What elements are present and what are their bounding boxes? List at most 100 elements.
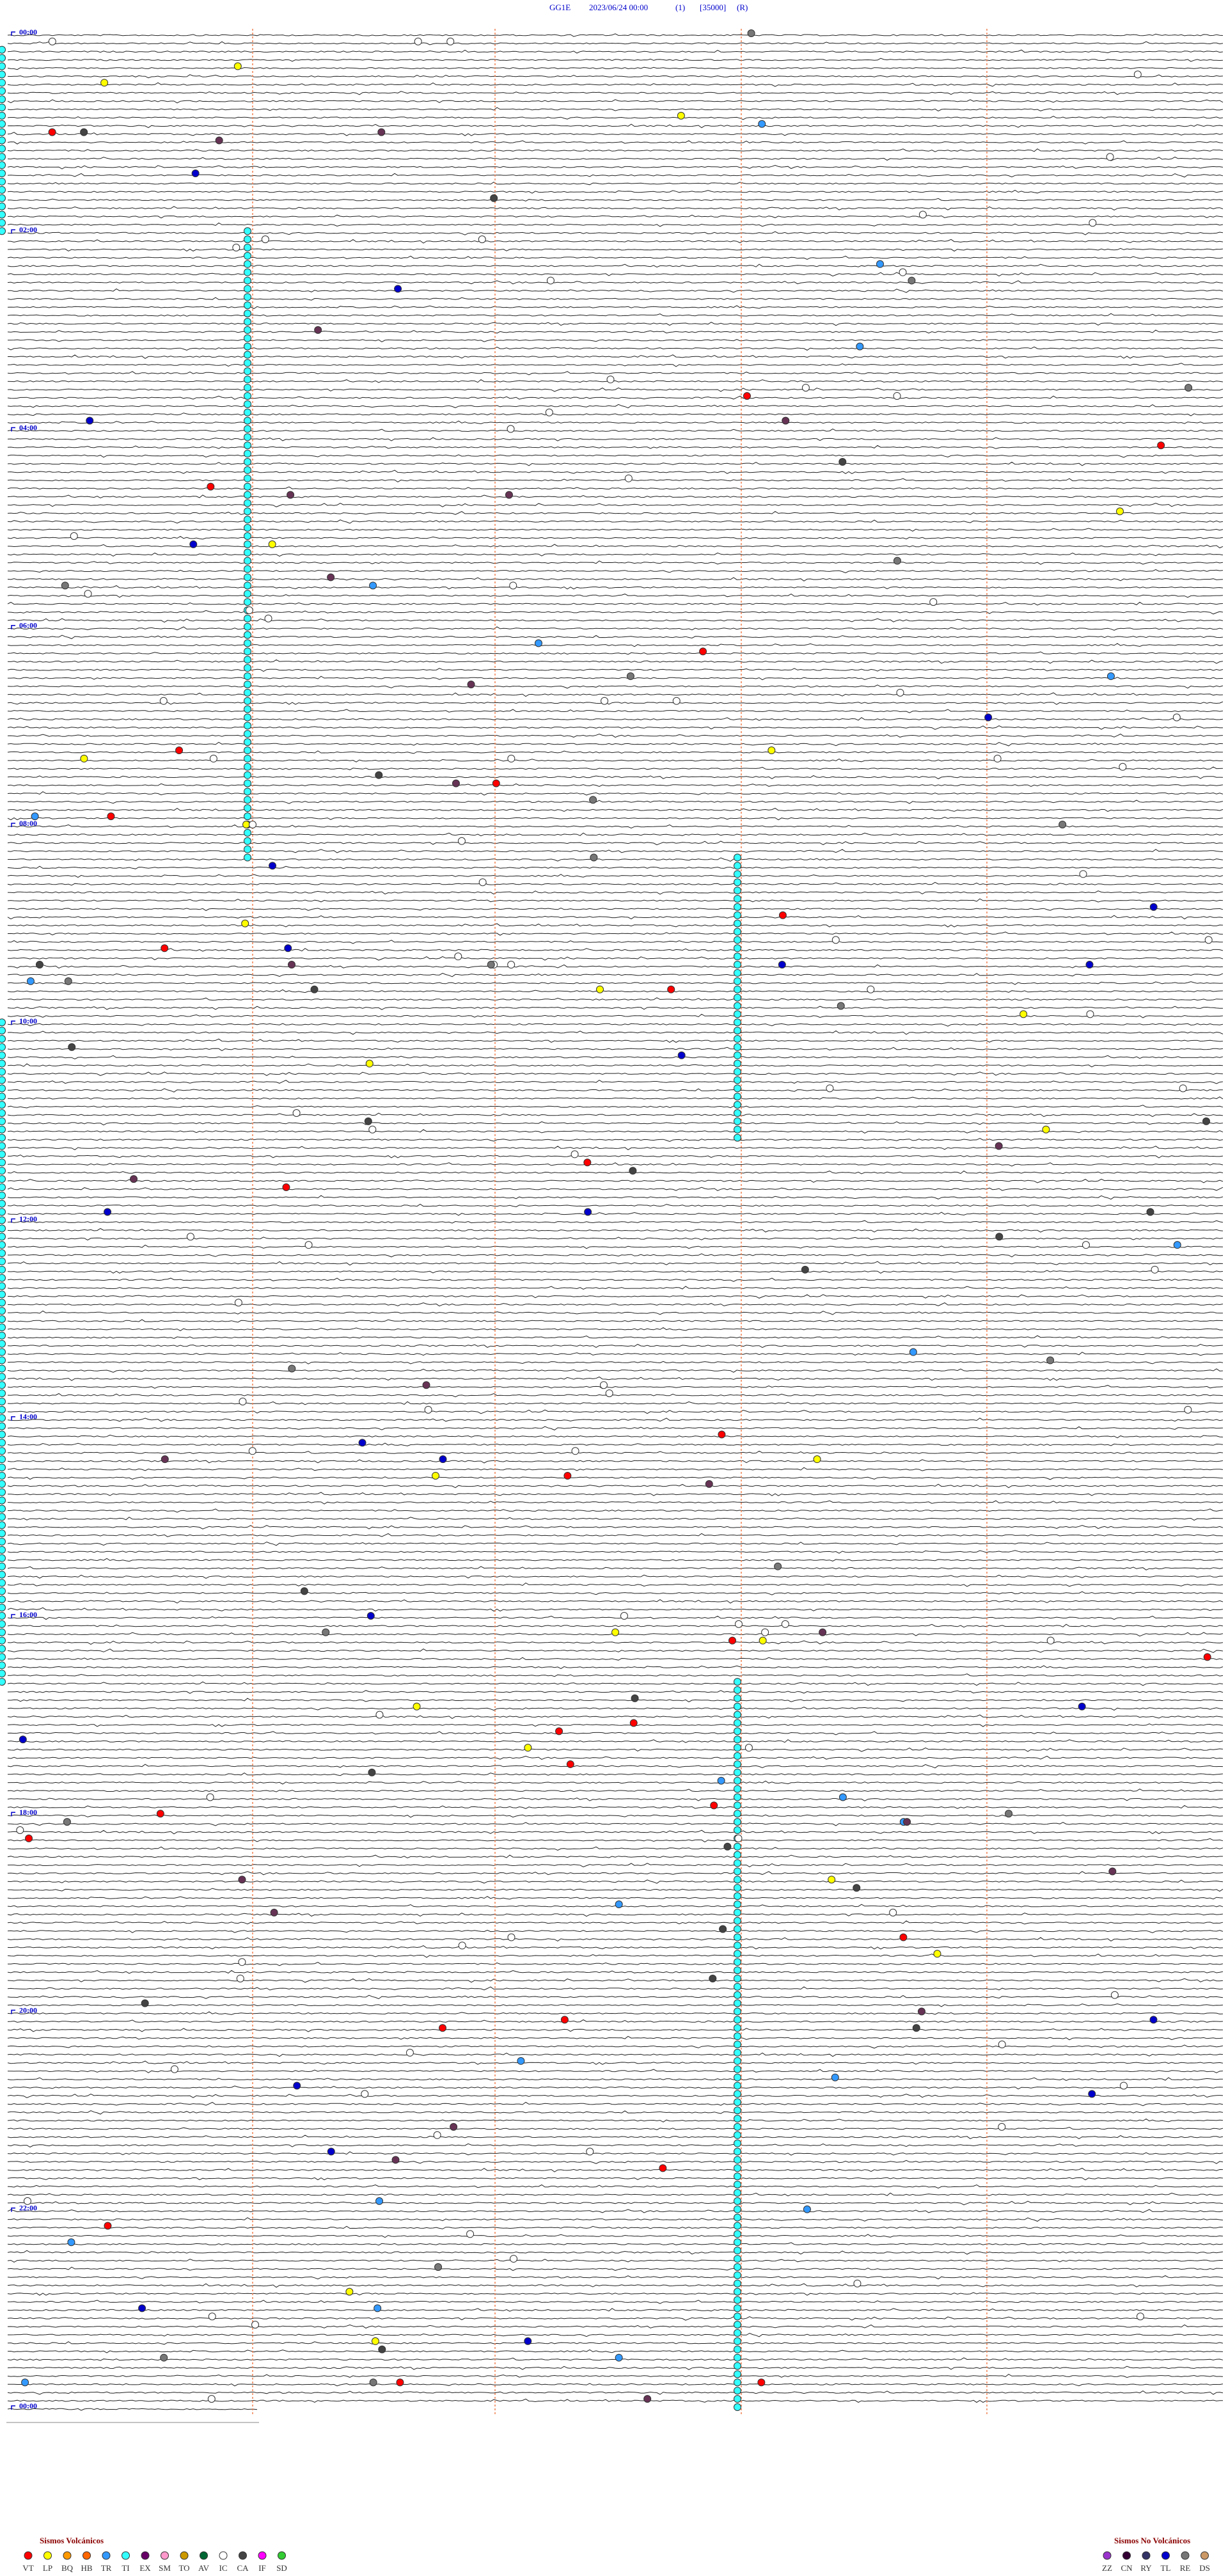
event — [734, 2164, 741, 2172]
trace — [7, 684, 1224, 689]
event — [84, 590, 92, 598]
trace — [7, 461, 1224, 466]
event — [734, 1982, 741, 1991]
event — [734, 1810, 741, 1818]
event — [238, 1958, 246, 1966]
event — [659, 2164, 667, 2172]
event — [734, 2032, 741, 2041]
trace — [7, 626, 1224, 631]
event — [1088, 2090, 1096, 2098]
event — [1059, 821, 1067, 828]
event — [734, 977, 741, 985]
trace — [7, 379, 1224, 383]
event — [590, 853, 598, 862]
event — [782, 416, 790, 425]
event — [1146, 1208, 1154, 1216]
event — [293, 2082, 301, 2090]
trace — [7, 1352, 1224, 1356]
event — [413, 1702, 421, 1711]
event — [734, 1076, 741, 1084]
event — [719, 1925, 727, 1933]
event — [0, 1134, 6, 1142]
hour-label: 02:00 — [19, 225, 37, 234]
event — [244, 474, 251, 482]
event — [450, 2122, 458, 2131]
event — [734, 2057, 741, 2065]
event — [734, 1035, 741, 1043]
events — [0, 29, 1213, 2411]
event — [0, 1348, 6, 1356]
trace — [7, 1920, 1224, 1925]
event — [244, 268, 251, 276]
trace — [7, 1401, 1224, 1405]
event — [734, 2337, 741, 2345]
event — [734, 1134, 741, 1142]
event — [734, 1851, 741, 1859]
event — [734, 1859, 741, 1867]
event — [244, 697, 251, 705]
trace — [7, 849, 1224, 853]
event — [1106, 153, 1114, 161]
trace — [7, 1063, 1224, 1068]
event — [0, 1653, 6, 1661]
trace — [7, 1270, 1224, 1274]
trace — [7, 2408, 258, 2411]
event — [0, 1216, 6, 1224]
trace — [7, 2259, 1224, 2263]
event — [1203, 1653, 1211, 1661]
event — [300, 1587, 308, 1595]
trace — [7, 1376, 1224, 1381]
event — [378, 2345, 386, 2353]
event — [853, 1884, 861, 1892]
event — [896, 688, 904, 697]
trace — [7, 1105, 1224, 1109]
event — [734, 878, 741, 887]
event — [734, 2288, 741, 2296]
event — [234, 1299, 242, 1307]
event — [838, 458, 847, 466]
event — [615, 1900, 623, 1908]
hour-label: 16:00 — [19, 1610, 37, 1619]
trace — [7, 709, 1224, 713]
event — [545, 408, 553, 416]
trace — [7, 750, 1223, 754]
event — [831, 2073, 839, 2082]
trace — [7, 931, 1224, 936]
event — [615, 2353, 623, 2362]
event — [244, 351, 251, 359]
event — [244, 450, 251, 458]
event — [583, 1158, 592, 1167]
event — [734, 2362, 741, 2370]
event — [1116, 507, 1124, 516]
event — [734, 993, 741, 1002]
event — [0, 177, 6, 186]
event — [734, 862, 741, 870]
event — [215, 136, 223, 145]
trace — [7, 1261, 1224, 1266]
event — [1046, 1356, 1055, 1364]
event — [1089, 219, 1097, 227]
event — [734, 887, 741, 895]
trace — [7, 2374, 1224, 2378]
event — [759, 1636, 767, 1645]
event — [734, 1776, 741, 1785]
event — [1202, 1117, 1210, 1125]
legend-marker — [1103, 2551, 1112, 2560]
trace — [7, 1335, 1223, 1339]
event — [490, 194, 498, 202]
event — [1005, 1810, 1013, 1818]
event — [19, 1735, 27, 1744]
event — [244, 227, 251, 235]
trace — [7, 1343, 1224, 1348]
trace — [7, 116, 1224, 120]
event — [0, 1125, 6, 1134]
trace — [7, 2167, 1224, 2172]
event — [0, 1274, 6, 1282]
trace — [7, 1237, 1224, 1241]
trace — [7, 1995, 1224, 2000]
event — [61, 581, 69, 590]
trace — [7, 156, 1224, 161]
event — [1149, 903, 1158, 911]
event — [717, 1776, 725, 1785]
trace — [7, 470, 1224, 474]
